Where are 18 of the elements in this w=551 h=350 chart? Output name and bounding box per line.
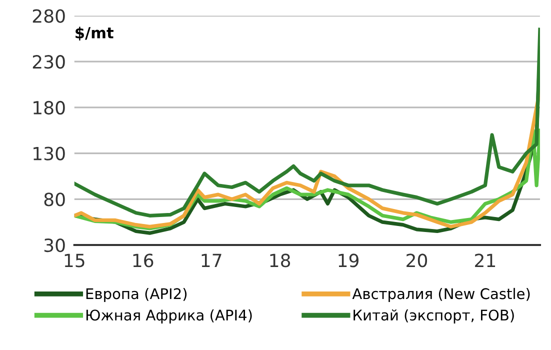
x-tick-label: 19	[338, 254, 358, 268]
legend-label: Китай (экспорт, FOB)	[354, 309, 514, 324]
x-tick-label: 18	[270, 254, 290, 268]
x-tick-label: 20	[406, 254, 428, 268]
x-tick-label: 21	[475, 254, 496, 268]
legend-label: Южная Африка (API4)	[86, 309, 252, 324]
x-tick-label: 16	[133, 254, 154, 268]
y-axis-title: $/mt	[76, 26, 114, 41]
y-tick-label: 230	[32, 55, 65, 69]
legend-label: Австралия (New Castle)	[352, 288, 530, 302]
y-tick-label: 180	[34, 100, 65, 115]
x-tick-label: 17	[202, 254, 222, 268]
y-tick-label: 280	[32, 9, 65, 23]
y-tick-label: 130	[34, 146, 65, 160]
x-tick-label: 15	[64, 254, 84, 268]
legend-label: Европа (API2)	[86, 288, 187, 302]
y-tick-label: 30	[44, 238, 65, 252]
y-tick-label: 80	[44, 192, 65, 206]
